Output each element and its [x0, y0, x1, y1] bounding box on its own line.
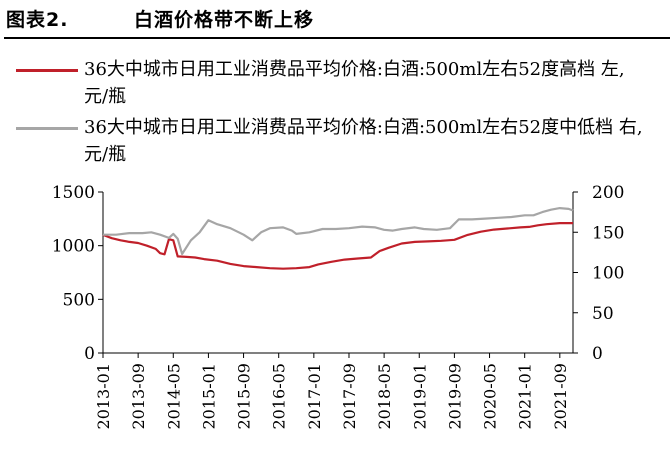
y-left-tick-label: 500: [63, 290, 95, 310]
y-right-tick-label: 100: [592, 264, 624, 284]
legend-label-high: 36大中城市日用工业消费品平均价格:白酒:500ml左右52度高档 左, 元/瓶: [84, 59, 625, 107]
figure-header: 图表2. 白酒价格带不断上移: [0, 0, 672, 44]
y-right-tick-label: 200: [592, 183, 624, 203]
figure-number: 图表2.: [6, 9, 69, 31]
x-tick-label: 2013-09: [129, 363, 148, 429]
y-right-tick-label: 50: [592, 304, 614, 324]
x-tick-label: 2013-01: [94, 363, 113, 429]
y-right-tick-label: 0: [592, 344, 603, 364]
x-tick-label: 2019-01: [410, 363, 429, 429]
x-tick-label: 2014-05: [164, 363, 183, 429]
y-right-tick-label: 150: [592, 223, 624, 243]
x-tick-label: 2017-01: [305, 363, 324, 429]
x-tick-label: 2015-09: [235, 363, 254, 429]
y-left-tick-label: 1000: [52, 237, 95, 257]
x-tick-label: 2021-09: [551, 363, 570, 429]
series-line-high: [102, 222, 573, 270]
x-tick-label: 2020-05: [481, 363, 500, 429]
x-tick-label: 2015-01: [199, 363, 218, 429]
x-tick-label: 2016-05: [270, 363, 289, 429]
legend-label-low: 36大中城市日用工业消费品平均价格:白酒:500ml左右52度中低档 右, 元/…: [84, 117, 643, 165]
header-rule: [4, 37, 670, 39]
chart-legend: 36大中城市日用工业消费品平均价格:白酒:500ml左右52度高档 左, 元/瓶…: [0, 56, 672, 174]
x-tick-label: 2018-05: [375, 363, 394, 429]
y-left-tick-label: 0: [84, 344, 95, 364]
series-line-low: [103, 207, 574, 256]
legend-swatch-high: [16, 69, 78, 72]
y-left-tick-label: 1500: [52, 183, 95, 203]
x-tick-label: 2019-09: [445, 363, 464, 429]
legend-swatch-low: [16, 127, 78, 130]
x-tick-label: 2017-09: [340, 363, 359, 429]
x-tick-label: 2021-01: [516, 363, 535, 429]
figure-title: 白酒价格带不断上移: [134, 9, 315, 31]
